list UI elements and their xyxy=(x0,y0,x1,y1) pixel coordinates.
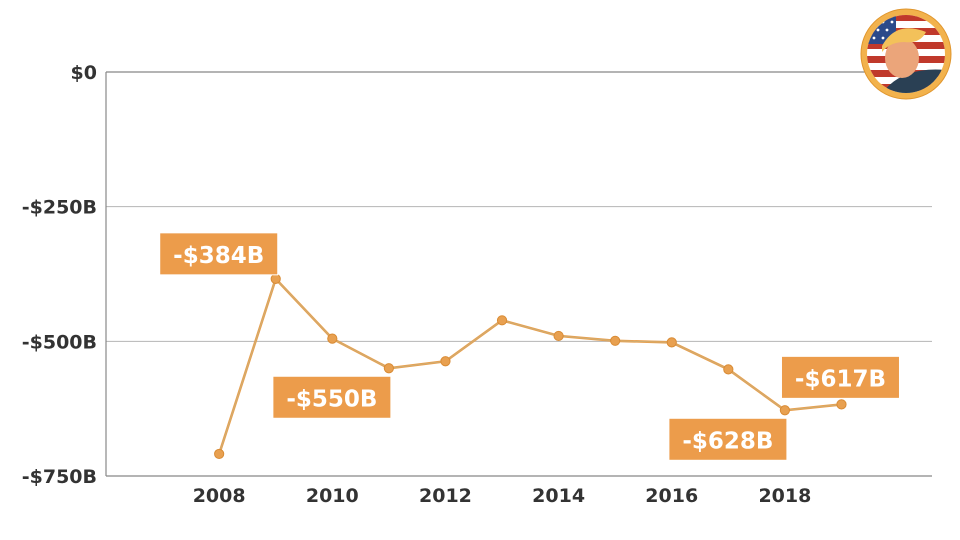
callout-label: -$550B xyxy=(272,375,392,419)
x-tick-label: 2012 xyxy=(419,485,472,507)
data-point-2015 xyxy=(610,335,621,346)
series-layer xyxy=(217,276,842,455)
y-tick-label: -$500B xyxy=(22,331,97,353)
data-point-2008 xyxy=(214,448,225,460)
x-tick-labels: 2008 2010 2012 2014 2016 2018 xyxy=(193,485,812,507)
data-point-2013 xyxy=(496,315,508,326)
callout-text: -$617B xyxy=(795,366,886,392)
x-tick-label: 2014 xyxy=(532,485,585,507)
data-point-2012 xyxy=(440,356,451,367)
data-point-2009 xyxy=(270,273,281,284)
y-tick-labels: $0 -$250B -$500B -$750B xyxy=(22,62,97,488)
y-tick-label: $0 xyxy=(71,62,97,84)
x-tick-label: 2010 xyxy=(306,485,359,507)
callout-layer: -$384B -$550B -$628B -$617B xyxy=(159,232,900,461)
callout-label: -$617B xyxy=(780,355,900,399)
callout-text: -$628B xyxy=(682,428,773,454)
callout-box xyxy=(668,417,788,461)
x-tick-label: 2016 xyxy=(645,485,698,507)
data-point-2017 xyxy=(723,364,734,375)
callout-text: -$550B xyxy=(286,386,377,412)
x-tick-label: 2018 xyxy=(758,485,811,507)
series-line-highlight xyxy=(218,278,842,455)
y-tick-label: -$750B xyxy=(22,466,97,488)
callout-box xyxy=(159,232,279,276)
grid-layer xyxy=(105,71,932,477)
x-tick-label: 2008 xyxy=(193,485,246,507)
callout-label: -$384B xyxy=(159,232,279,276)
data-point-2018 xyxy=(779,405,791,416)
data-point-2016 xyxy=(666,337,677,348)
data-point-2019 xyxy=(836,399,847,410)
y-tick-label: -$250B xyxy=(22,197,97,219)
callout-box xyxy=(780,355,900,399)
callout-box xyxy=(272,375,392,419)
data-point-2011 xyxy=(383,363,394,374)
callout-text: -$384B xyxy=(173,243,264,269)
portrait-badge-icon xyxy=(860,8,952,100)
data-point-2014 xyxy=(553,330,564,342)
callout-label: -$628B xyxy=(668,417,788,461)
data-point-2010 xyxy=(327,333,338,344)
